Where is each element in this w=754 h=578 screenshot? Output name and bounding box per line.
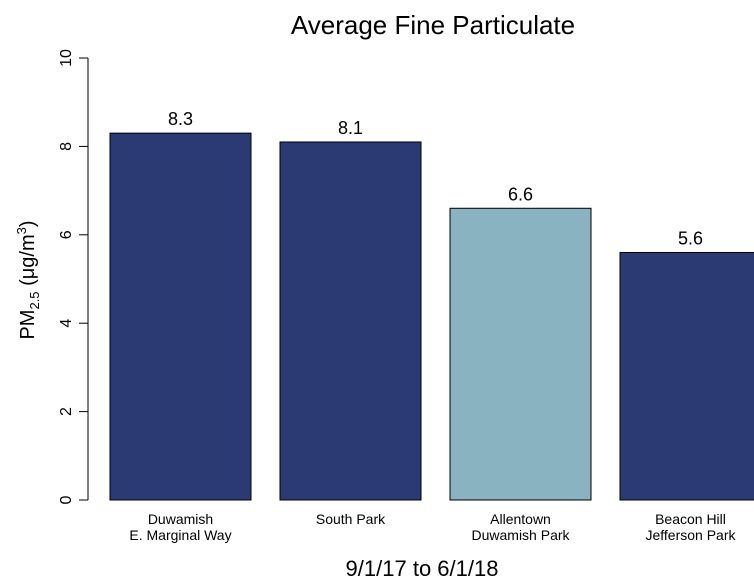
y-axis-label-units: (μg/m: [17, 234, 39, 291]
bar-value-label: 6.6: [508, 184, 533, 204]
bar-value-label: 8.1: [338, 118, 363, 138]
bar-value-label: 8.3: [168, 109, 193, 129]
bars: [109, 132, 754, 501]
y-axis-label-main: PM: [17, 310, 39, 340]
x-category-label: Allentown: [490, 511, 551, 527]
y-tick-label: 0: [58, 495, 75, 504]
y-axis-label-subscript: 2.5: [27, 291, 42, 309]
x-category-label: E. Marginal Way: [129, 527, 231, 543]
bar: [109, 132, 252, 501]
bar: [619, 251, 754, 501]
y-tick-label: 8: [58, 142, 75, 151]
y-axis-label: PM2.5 (μg/m3): [14, 220, 42, 339]
x-axis-label: 9/1/17 to 6/1/18: [346, 556, 499, 578]
x-category-label: South Park: [316, 511, 386, 527]
bar-value-label: 5.6: [678, 228, 703, 248]
y-tick-label: 2: [58, 407, 75, 416]
x-category-label: Duwamish: [148, 511, 213, 527]
bar: [449, 207, 592, 501]
x-category-label: Beacon Hill: [655, 511, 726, 527]
x-category-label: Duwamish Park: [471, 527, 570, 543]
chart-title: Average Fine Particulate: [291, 10, 575, 40]
x-category-label: Jefferson Park: [645, 527, 736, 543]
y-tick-label: 4: [58, 319, 75, 328]
y-axis: 0 2 4 6 8 10: [58, 49, 89, 504]
y-axis-label-units-end: ): [17, 220, 39, 227]
bar: [279, 141, 422, 501]
y-tick-label: 10: [58, 49, 75, 67]
y-tick-label: 6: [58, 230, 75, 239]
value-labels: 8.3 8.1 6.6 5.6: [168, 109, 703, 248]
y-axis-label-superscript: 3: [14, 227, 29, 234]
